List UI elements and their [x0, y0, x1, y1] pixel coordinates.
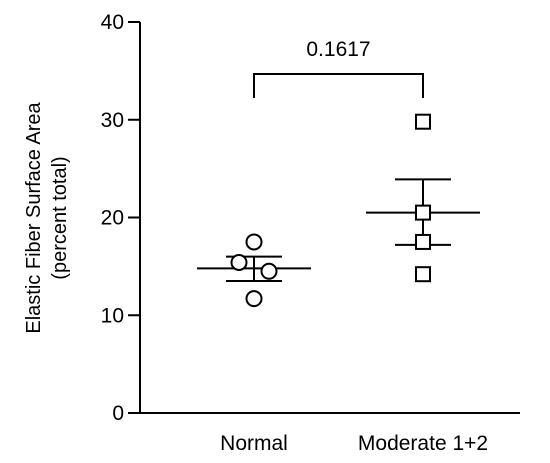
data-point-square [415, 266, 431, 283]
y-axis: 0 10 20 30 40 [101, 11, 141, 425]
data-point-circle [245, 290, 263, 308]
data-point-circle [260, 262, 278, 280]
data-point-circle [245, 233, 263, 251]
y-tick-label: 0 [112, 402, 124, 425]
data-point-square [415, 204, 431, 221]
data-point-square [415, 233, 431, 250]
data-point-square [415, 113, 431, 130]
p-value-label: 0.1617 [306, 38, 370, 61]
x-category-label: Moderate 1+2 [358, 432, 488, 455]
x-category-label: Normal [220, 432, 288, 455]
significance-bracket: 0.1617 [253, 38, 424, 98]
data-groups [197, 113, 480, 308]
y-tick-label: 20 [101, 207, 124, 230]
group-moderate [366, 113, 480, 283]
y-axis-label-line-2: (percent total) [49, 156, 71, 279]
y-axis-label-line-1: Elastic Fiber Surface Area [23, 102, 45, 334]
x-axis: Normal Moderate 1+2 [140, 412, 520, 455]
data-point-circle [230, 253, 248, 271]
bracket-line [253, 73, 424, 98]
y-tick-label: 40 [101, 11, 124, 34]
group-normal [197, 233, 311, 308]
y-tick-label: 30 [101, 109, 124, 132]
y-tick-label: 10 [101, 304, 124, 327]
